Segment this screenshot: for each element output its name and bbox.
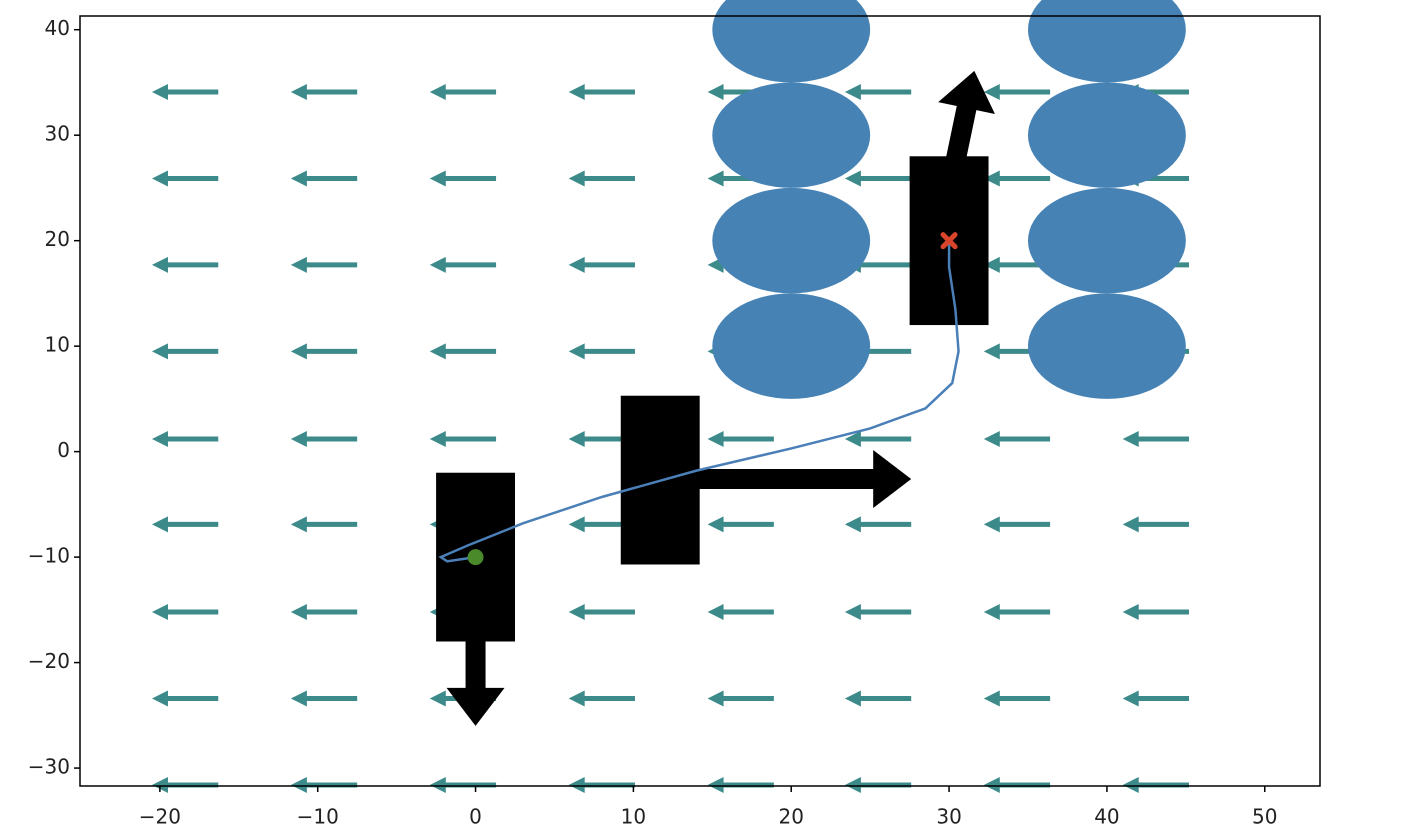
quiver-arrow [1122, 170, 1189, 187]
quiver-arrow [1122, 776, 1189, 793]
quiver-arrow [844, 343, 912, 360]
quiver-arrow [983, 690, 1051, 707]
quiver-arrow [707, 170, 774, 187]
quiver-arrow [844, 430, 912, 447]
y-tick-label: −30 [28, 755, 70, 779]
quiver-arrow [429, 83, 497, 100]
quiver-arrow [568, 170, 635, 187]
x-tick-label: 20 [779, 805, 804, 829]
quiver-arrow [983, 603, 1051, 620]
quiver-arrow [844, 603, 912, 620]
x-tick-label: 30 [936, 805, 961, 829]
x-tick-label: 10 [621, 805, 646, 829]
x-tick-label: 0 [469, 805, 482, 829]
obstacle [1027, 187, 1186, 294]
quiver-arrow [151, 83, 219, 100]
quiver-arrow [151, 430, 219, 447]
quiver-arrow [429, 776, 497, 793]
quiver-arrow [290, 690, 358, 707]
quiver-arrow [844, 776, 912, 793]
quiver-arrow [568, 776, 635, 793]
quiver-arrow [844, 256, 912, 273]
quiver-arrow [844, 170, 912, 187]
quiver-arrow [983, 170, 1051, 187]
quiver-arrow [568, 690, 635, 707]
quiver-arrow [707, 603, 774, 620]
quiver-arrow [568, 256, 635, 273]
quiver-arrow [844, 690, 912, 707]
quiver-arrow [983, 256, 1051, 273]
x-tick-label: −10 [297, 805, 339, 829]
y-tick-label: 10 [45, 333, 70, 357]
quiver-arrow [983, 516, 1051, 533]
quiver-arrow [290, 343, 358, 360]
quiver-arrow [1122, 603, 1189, 620]
quiver-arrow [151, 603, 219, 620]
x-tick-label: 40 [1094, 805, 1119, 829]
quiver-arrow [568, 603, 635, 620]
y-tick-label: −10 [28, 544, 70, 568]
quiver-arrow [290, 430, 358, 447]
y-tick-label: 30 [45, 122, 70, 146]
quiver-arrow [1122, 430, 1189, 447]
quiver-arrow [429, 256, 497, 273]
quiver-arrow [151, 516, 219, 533]
obstacle [712, 82, 871, 188]
y-tick-label: 40 [45, 16, 70, 40]
quiver-arrow [290, 170, 358, 187]
quiver-arrow [1122, 690, 1189, 707]
quiver-arrow [429, 430, 497, 447]
quiver-arrow [429, 170, 497, 187]
quiver-arrow [707, 430, 774, 447]
heading-arrow [696, 450, 912, 509]
obstacle [712, 293, 871, 399]
quiver-arrow [844, 83, 912, 100]
quiver-arrow [707, 516, 774, 533]
obstacle [712, 187, 871, 294]
quiver-arrow [568, 343, 635, 360]
quiver-arrow [151, 690, 219, 707]
quiver-arrow [707, 83, 774, 100]
quiver-arrow [983, 343, 1051, 360]
quiver-arrow [707, 776, 774, 793]
quiver-arrow [151, 256, 219, 273]
quiver-arrow [983, 430, 1051, 447]
y-tick-label: 20 [45, 227, 70, 251]
quiver-arrow [983, 776, 1051, 793]
obstacle [712, 0, 871, 83]
x-tick-label: −20 [139, 805, 181, 829]
quiver-arrow [983, 83, 1051, 100]
x-tick-label: 50 [1252, 805, 1277, 829]
obstacle [1027, 82, 1186, 188]
heading-arrow [938, 70, 995, 164]
plot-frame [79, 15, 1321, 787]
quiver-arrow [290, 776, 358, 793]
quiver-arrow [429, 343, 497, 360]
quiver-arrow [1122, 516, 1189, 533]
quiver-arrow [568, 430, 635, 447]
quiver-arrow [568, 516, 635, 533]
quiver-arrow [290, 516, 358, 533]
quiver-arrow [707, 690, 774, 707]
quiver-arrow [151, 343, 219, 360]
trajectory [438, 240, 960, 563]
heading-arrow [446, 641, 505, 726]
quiver-arrow [844, 516, 912, 533]
quiver-arrow [290, 603, 358, 620]
obstacle [1028, 0, 1186, 83]
y-tick-label: −20 [28, 649, 70, 673]
y-tick-label: 0 [57, 438, 70, 462]
goal-point [940, 232, 958, 250]
quiver-arrow [568, 83, 635, 100]
quiver-arrow [151, 776, 219, 793]
start-point [467, 549, 484, 566]
obstacle [1027, 293, 1186, 399]
quiver-arrow [151, 170, 219, 187]
quiver-arrow [290, 256, 358, 273]
quiver-arrow [1122, 83, 1189, 100]
quiver-arrow [290, 83, 358, 100]
